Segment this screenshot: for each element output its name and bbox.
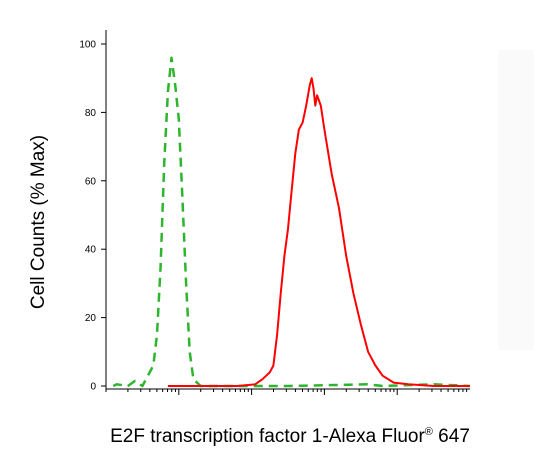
y-tick-label: 20 [85, 313, 97, 324]
y-tick-label: 60 [85, 176, 97, 187]
y-axis-title: Cell Counts (% Max) [28, 135, 49, 309]
x-axis-title-sup: ® [425, 426, 433, 438]
y-tick-label: 40 [85, 245, 97, 256]
y-tick-label: 0 [90, 382, 96, 393]
y-tick-label: 80 [85, 108, 97, 119]
series-line-solid-red [167, 77, 470, 387]
x-axis-title-tail: 647 [433, 426, 470, 447]
y-tick-label: 100 [79, 40, 96, 51]
x-axis-title-main: E2F transcription factor 1-Alexa Fluor [110, 426, 425, 447]
x-axis-ticks [105, 389, 468, 395]
series-layer [112, 56, 471, 388]
series-line-dashed-green [112, 56, 471, 388]
y-axis-ticks: 0 20 40 60 80 100 [79, 40, 106, 393]
edge-shade [498, 50, 534, 350]
plot-frame [105, 30, 470, 390]
x-axis-title: E2F transcription factor 1-Alexa Fluor® … [110, 426, 470, 447]
